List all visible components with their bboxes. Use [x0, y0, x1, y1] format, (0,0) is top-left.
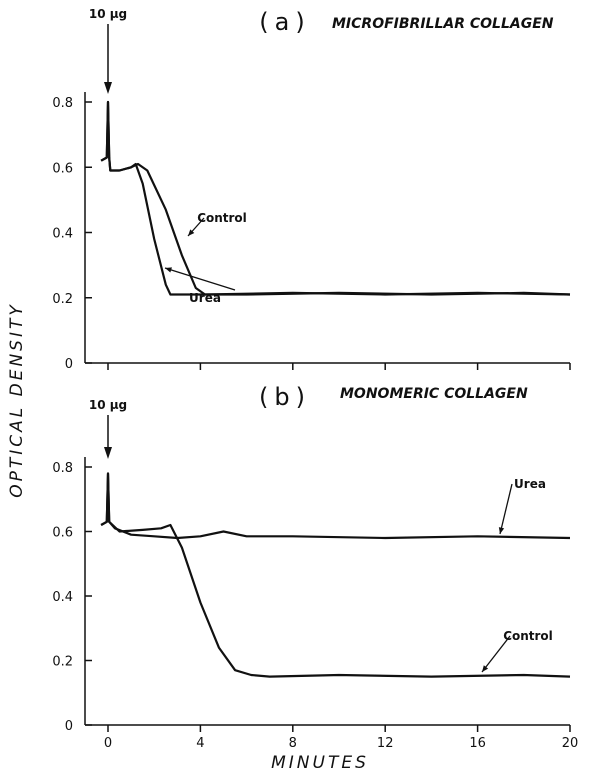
x-tick-label: 12 [377, 736, 394, 751]
arrow-head [104, 447, 112, 459]
label-arrow-head [188, 229, 195, 236]
panel-title: MICROFIBRILLAR COLLAGEN [332, 16, 554, 32]
label-arrow-head [165, 267, 172, 273]
panel-label: (b) [259, 383, 311, 411]
annotation: 10 μg [89, 398, 127, 412]
series-label: Urea [514, 477, 546, 491]
y-tick-label: 0.2 [52, 655, 73, 670]
panel-label: (a) [259, 8, 310, 36]
x-axis-label: MINUTES [271, 753, 369, 773]
x-tick-label: 20 [562, 736, 579, 751]
x-tick-label: 4 [196, 736, 204, 751]
y-tick-label: 0.6 [52, 161, 73, 176]
x-tick-label: 16 [469, 736, 486, 751]
data-line [100, 100, 571, 296]
y-tick-label: 0 [65, 357, 73, 372]
data-line [100, 100, 571, 296]
y-tick-label: 0.8 [52, 96, 73, 111]
label-arrow-head [498, 527, 505, 534]
data-line [100, 472, 571, 678]
annotation: 10 μg [89, 7, 127, 21]
y-tick-label: 0.4 [52, 227, 73, 242]
label-arrow [481, 635, 511, 673]
series-label: Urea [189, 291, 221, 305]
series-label: Control [197, 211, 247, 225]
label-arrow [499, 483, 513, 535]
label-arrow [164, 267, 236, 291]
x-tick-label: 8 [289, 736, 297, 751]
panel-title: MONOMERIC COLLAGEN [340, 386, 528, 402]
y-tick-label: 0.2 [52, 292, 73, 307]
x-tick-label: 0 [104, 736, 112, 751]
y-tick-label: 0.6 [52, 526, 73, 541]
y-axis-label: OPTICAL DENSITY [7, 302, 27, 498]
label-arrow-head [482, 665, 489, 672]
arrow-head [104, 82, 112, 94]
y-tick-label: 0.4 [52, 590, 73, 605]
y-tick-label: 0.8 [52, 461, 73, 476]
series-label: Control [503, 629, 553, 643]
y-tick-label: 0 [65, 719, 73, 734]
